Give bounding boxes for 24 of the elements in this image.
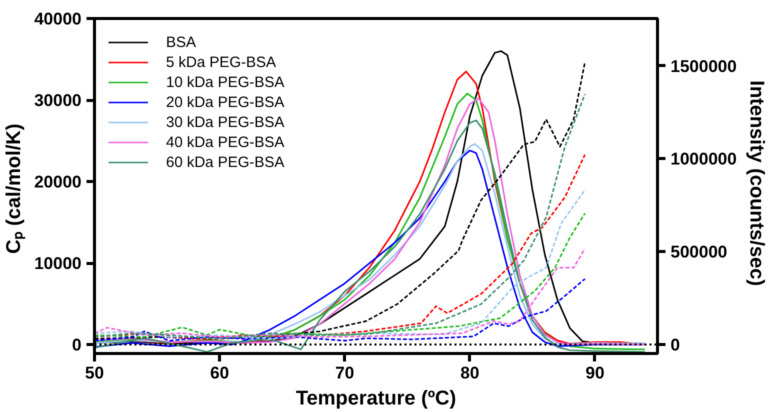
legend-label: 60 kDa PEG-BSA [166,154,284,170]
y2-tick-label: 1000000 [670,150,737,169]
y-tick-label: 10000 [34,254,82,274]
y2-tick-label: 500000 [670,242,728,262]
y-tick-label: 0 [72,336,82,355]
legend-label: 40 kDa PEG-BSA [166,134,284,150]
y-tick-label: 20000 [34,172,82,192]
legend-label: 10 kDa PEG-BSA [166,74,284,90]
x-tick-label: 50 [85,364,104,382]
legend-label: 5 kDa PEG-BSA [166,54,276,70]
legend-label: BSA [166,34,196,50]
y-tick-label: 40000 [34,10,82,28]
x-tick-label: 70 [335,364,354,382]
x-axis-title: Temperature (ºC) [296,388,456,410]
legend-label: 20 kDa PEG-BSA [166,94,284,110]
legend-label: 30 kDa PEG-BSA [166,114,284,130]
y2-tick-label: 1500000 [670,56,737,76]
x-tick-label: 80 [460,364,480,382]
y-tick-label: 30000 [34,91,82,110]
y2-axis-title: Intensity (counts/sec) [746,80,768,286]
x-tick-label: 60 [210,364,230,382]
y-axis-title: Cₚ (cal/mol/K) [3,124,26,254]
x-tick-label: 90 [585,364,604,382]
y2-tick-label: 0 [670,335,680,354]
